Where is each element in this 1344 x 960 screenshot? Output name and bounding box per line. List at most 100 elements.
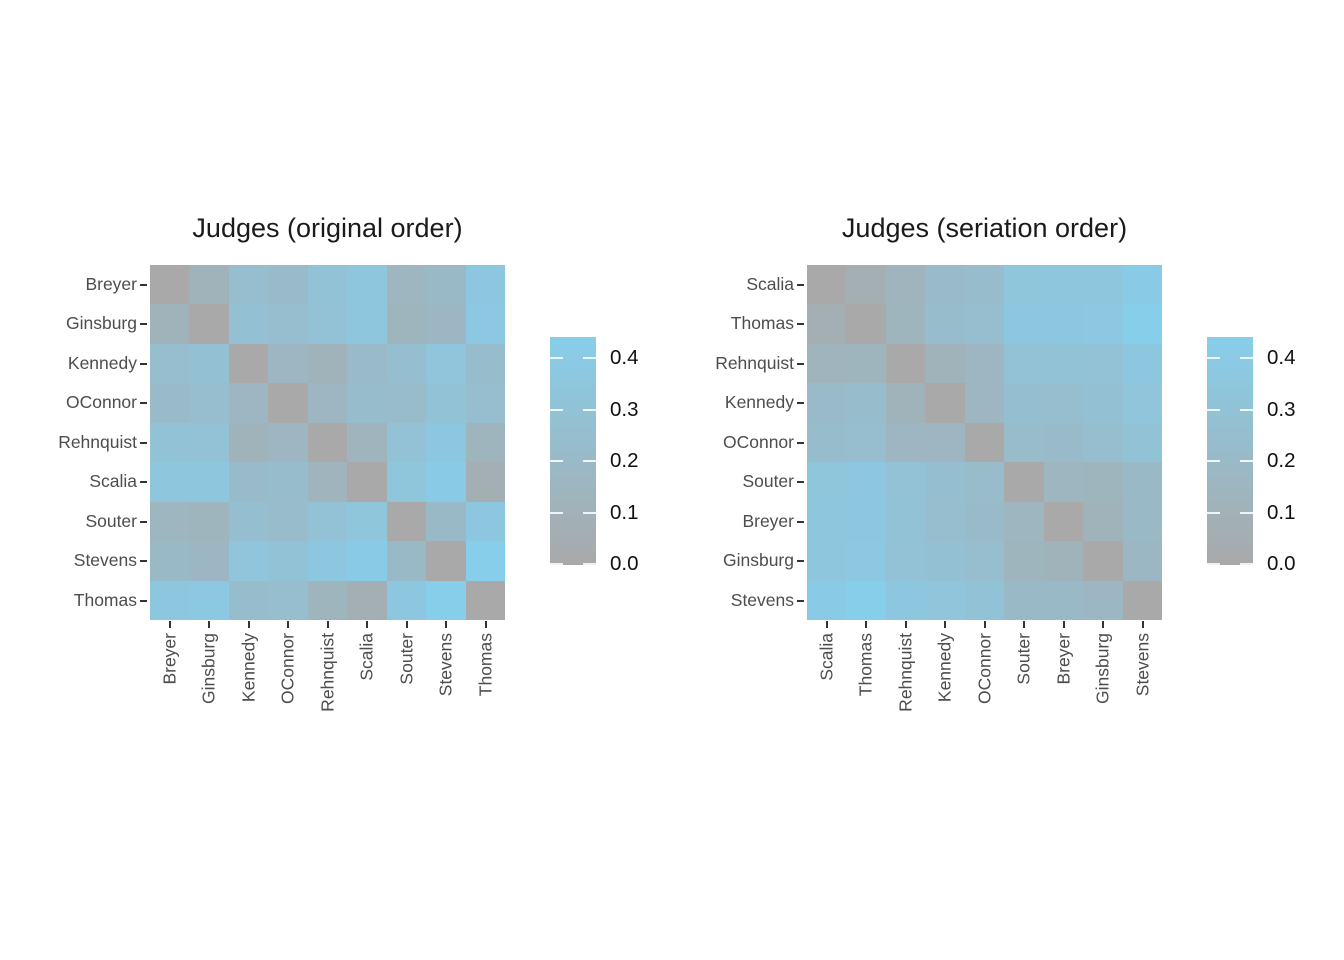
heatmap-cell bbox=[347, 344, 387, 383]
x-axis-label-text: Scalia bbox=[816, 633, 836, 681]
heatmap-cell bbox=[189, 265, 229, 304]
heatmap-cell bbox=[1044, 304, 1083, 344]
heatmap-cell bbox=[466, 344, 505, 383]
x-axis-tick bbox=[865, 621, 867, 628]
heatmap-cell bbox=[1083, 502, 1123, 541]
y-axis-tick bbox=[140, 481, 147, 483]
colorbar-tick bbox=[1240, 408, 1253, 411]
y-axis-label: Souter bbox=[85, 510, 137, 531]
colorbar-tick-label: 0.4 bbox=[1267, 345, 1296, 369]
heatmap-cell bbox=[1123, 581, 1162, 620]
heatmap-cell bbox=[387, 304, 426, 344]
heatmap-seriation-order bbox=[807, 265, 1162, 620]
heatmap-cell bbox=[886, 423, 925, 462]
heatmap-cell bbox=[387, 502, 426, 541]
heatmap-cell bbox=[189, 423, 229, 462]
colorbar-tick-label: 0.0 bbox=[1267, 552, 1296, 575]
heatmap-cell bbox=[965, 304, 1004, 344]
y-axis-tick bbox=[797, 560, 804, 562]
heatmap-cell bbox=[1123, 462, 1162, 502]
heatmap-cell bbox=[150, 423, 189, 462]
colorbar-tick bbox=[583, 408, 596, 411]
heatmap-cell bbox=[189, 383, 229, 423]
heatmap-cell bbox=[1004, 541, 1044, 581]
x-axis-tick bbox=[445, 621, 447, 628]
x-axis-label: Kennedy bbox=[925, 633, 965, 748]
colorbar-tick-label: 0.1 bbox=[610, 501, 639, 525]
heatmap-cell bbox=[268, 423, 308, 462]
heatmap-cell bbox=[268, 581, 308, 620]
heatmap-cell bbox=[268, 304, 308, 344]
y-axis-label: OConnor bbox=[722, 431, 794, 452]
heatmap-cell bbox=[1123, 265, 1162, 304]
heatmap-cell bbox=[387, 462, 426, 502]
heatmap-cell bbox=[426, 265, 466, 304]
y-axis-label: Thomas bbox=[730, 313, 794, 333]
colorbar-tick bbox=[1207, 563, 1220, 565]
heatmap-cell bbox=[965, 581, 1004, 620]
x-axis-label: Stevens bbox=[1123, 633, 1162, 748]
y-axis-label: OConnor bbox=[65, 392, 137, 412]
heatmap-cell bbox=[308, 541, 347, 581]
y-axis-label: Souter bbox=[742, 471, 794, 491]
heatmap-cell bbox=[807, 462, 846, 502]
colorbar-tick-label: 0.1 bbox=[1267, 501, 1296, 525]
heatmap-cell bbox=[1044, 265, 1083, 304]
heatmap-cell bbox=[807, 383, 846, 423]
heatmap-cell bbox=[347, 581, 387, 620]
y-axis-label: Breyer bbox=[742, 510, 794, 531]
heatmap-cell bbox=[387, 581, 426, 620]
y-axis-label: Rehnquist bbox=[58, 431, 137, 452]
x-axis-tick bbox=[983, 621, 986, 628]
colorbar-tick-label: 0.0 bbox=[610, 552, 639, 575]
heatmap-cell bbox=[1123, 304, 1162, 344]
y-axis-tick bbox=[797, 362, 804, 365]
heatmap-cell bbox=[886, 581, 925, 620]
y-axis-tick bbox=[140, 560, 147, 562]
heatmap-cell bbox=[1083, 541, 1123, 581]
heatmap-cell bbox=[308, 383, 347, 423]
y-axis-label: Stevens bbox=[73, 550, 137, 570]
x-axis-label-text: Breyer bbox=[1053, 633, 1073, 685]
x-axis-label-text: Stevens bbox=[1132, 633, 1152, 697]
heatmap-cell bbox=[846, 265, 886, 304]
y-axis-label: Kennedy bbox=[67, 352, 137, 373]
x-axis-tick bbox=[1062, 621, 1065, 628]
heatmap-cell bbox=[1044, 383, 1083, 423]
y-axis-tick bbox=[797, 481, 804, 483]
heatmap-cell bbox=[426, 383, 466, 423]
heatmap-cell bbox=[886, 502, 925, 541]
heatmap-cell bbox=[387, 383, 426, 423]
x-axis-label: Rehnquist bbox=[886, 633, 925, 748]
y-axis-tick bbox=[797, 323, 804, 325]
heatmap-cell bbox=[886, 462, 925, 502]
heatmap-cell bbox=[965, 462, 1004, 502]
y-axis-label: Ginsburg bbox=[65, 313, 137, 333]
heatmap-cell bbox=[150, 581, 189, 620]
colorbar-tick bbox=[1207, 512, 1220, 515]
colorbar-tick bbox=[583, 460, 596, 463]
heatmap-cell bbox=[229, 265, 268, 304]
heatmap-cell bbox=[229, 502, 268, 541]
colorbar-tick bbox=[583, 356, 596, 359]
heatmap-cell bbox=[1004, 265, 1044, 304]
heatmap-cell bbox=[1044, 541, 1083, 581]
heatmap-cell bbox=[1044, 581, 1083, 620]
x-axis-label: Souter bbox=[1004, 633, 1044, 748]
heatmap-cell bbox=[1083, 304, 1123, 344]
y-axis-label: Kennedy bbox=[724, 392, 794, 412]
colorbar-tick-label: 0.4 bbox=[610, 345, 639, 369]
heatmap-cell bbox=[347, 462, 387, 502]
y-axis-tick bbox=[797, 402, 804, 404]
heatmap-cell bbox=[1083, 423, 1123, 462]
chart-title-original: Judges (original order) bbox=[192, 213, 463, 243]
heatmap-cell bbox=[965, 265, 1004, 304]
heatmap-cell bbox=[189, 581, 229, 620]
y-axis-tick bbox=[140, 362, 147, 365]
heatmap-cell bbox=[229, 541, 268, 581]
x-axis-label: Ginsburg bbox=[1083, 633, 1123, 748]
heatmap-cell bbox=[1044, 462, 1083, 502]
y-axis-tick bbox=[140, 402, 147, 404]
